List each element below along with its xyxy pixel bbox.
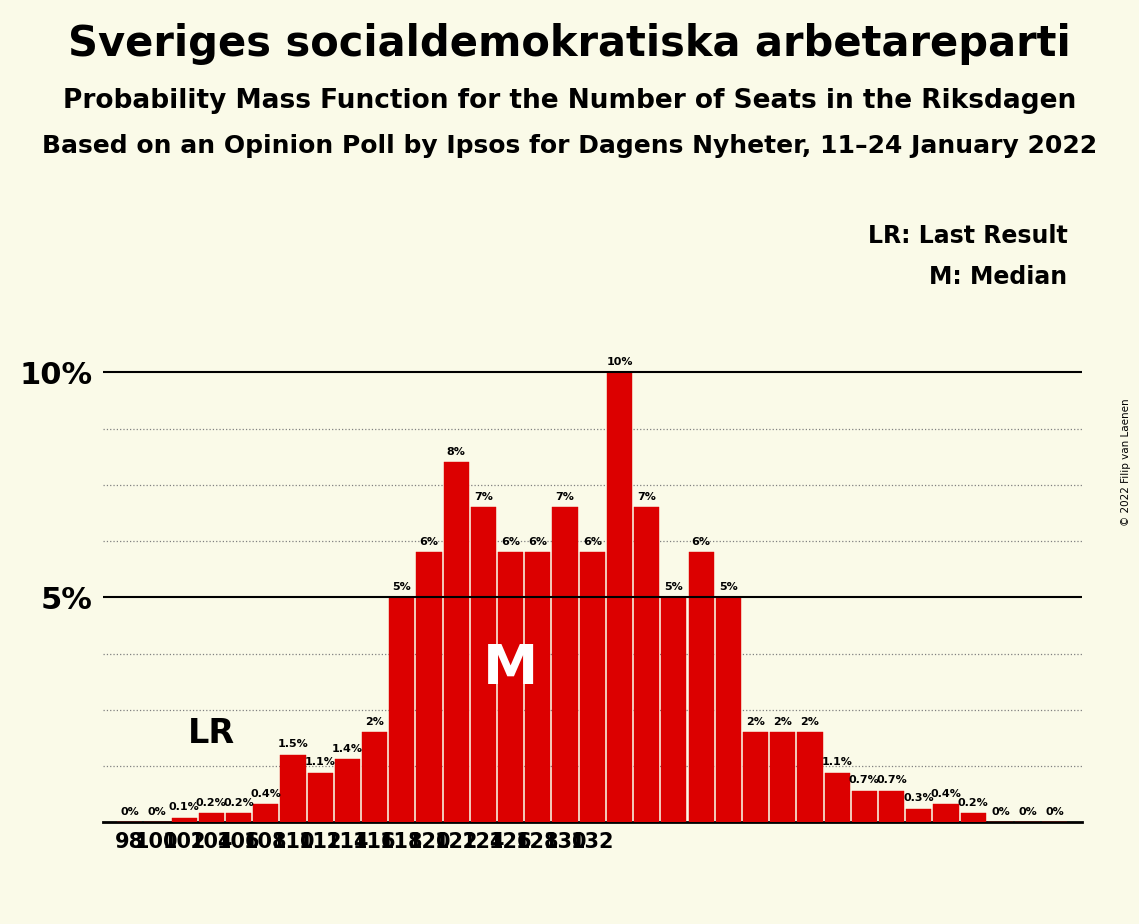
Text: 1.1%: 1.1%: [821, 758, 853, 768]
Text: 0.3%: 0.3%: [903, 794, 934, 804]
Text: M: M: [483, 642, 539, 697]
Text: 0.7%: 0.7%: [849, 775, 879, 785]
Text: 0%: 0%: [148, 807, 166, 817]
Text: 2%: 2%: [746, 717, 765, 727]
Text: 0.2%: 0.2%: [958, 798, 989, 808]
Text: 6%: 6%: [501, 537, 521, 547]
Text: 1.4%: 1.4%: [331, 744, 363, 754]
Text: 0%: 0%: [121, 807, 139, 817]
Bar: [525, 553, 550, 822]
Text: 0.4%: 0.4%: [251, 789, 281, 799]
Bar: [797, 733, 822, 822]
Text: 2%: 2%: [801, 717, 819, 727]
Bar: [634, 507, 659, 822]
Bar: [689, 553, 714, 822]
Bar: [879, 791, 904, 822]
Text: © 2022 Filip van Laenen: © 2022 Filip van Laenen: [1121, 398, 1131, 526]
Bar: [934, 805, 959, 822]
Bar: [580, 553, 605, 822]
Bar: [362, 733, 387, 822]
Text: Sveriges socialdemokratiska arbetareparti: Sveriges socialdemokratiska arbetarepart…: [68, 23, 1071, 65]
Bar: [253, 805, 278, 822]
Text: 5%: 5%: [664, 582, 683, 592]
Text: 8%: 8%: [446, 447, 466, 457]
Text: 0%: 0%: [1018, 807, 1036, 817]
Bar: [470, 507, 495, 822]
Text: 7%: 7%: [556, 492, 574, 502]
Bar: [743, 733, 768, 822]
Text: 6%: 6%: [419, 537, 439, 547]
Bar: [662, 598, 687, 822]
Bar: [308, 772, 333, 822]
Text: 1.5%: 1.5%: [278, 739, 309, 749]
Bar: [335, 760, 360, 822]
Bar: [770, 733, 795, 822]
Text: LR: Last Result: LR: Last Result: [868, 224, 1067, 248]
Text: 5%: 5%: [719, 582, 738, 592]
Bar: [390, 598, 415, 822]
Bar: [498, 553, 523, 822]
Text: 7%: 7%: [637, 492, 656, 502]
Bar: [825, 772, 850, 822]
Bar: [907, 808, 932, 822]
Bar: [852, 791, 877, 822]
Bar: [417, 553, 442, 822]
Text: 2%: 2%: [773, 717, 793, 727]
Text: 0.2%: 0.2%: [196, 798, 227, 808]
Text: 0.7%: 0.7%: [876, 775, 907, 785]
Text: Probability Mass Function for the Number of Seats in the Riksdagen: Probability Mass Function for the Number…: [63, 88, 1076, 114]
Bar: [280, 755, 305, 822]
Bar: [552, 507, 577, 822]
Text: 0%: 0%: [991, 807, 1010, 817]
Bar: [199, 813, 224, 822]
Text: 6%: 6%: [691, 537, 711, 547]
Text: 7%: 7%: [474, 492, 493, 502]
Text: 0.1%: 0.1%: [169, 802, 199, 812]
Text: 2%: 2%: [366, 717, 384, 727]
Text: 1.1%: 1.1%: [305, 758, 336, 768]
Text: 10%: 10%: [606, 357, 633, 367]
Bar: [960, 813, 985, 822]
Text: 5%: 5%: [393, 582, 411, 592]
Text: Based on an Opinion Poll by Ipsos for Dagens Nyheter, 11–24 January 2022: Based on an Opinion Poll by Ipsos for Da…: [42, 134, 1097, 158]
Text: 6%: 6%: [528, 537, 548, 547]
Text: 0.2%: 0.2%: [223, 798, 254, 808]
Text: 0%: 0%: [1046, 807, 1064, 817]
Text: M: Median: M: Median: [929, 265, 1067, 289]
Text: 0.4%: 0.4%: [931, 789, 961, 799]
Bar: [226, 813, 251, 822]
Bar: [172, 818, 197, 822]
Text: 6%: 6%: [583, 537, 601, 547]
Bar: [715, 598, 740, 822]
Text: LR: LR: [188, 717, 235, 750]
Bar: [607, 372, 632, 822]
Bar: [444, 462, 469, 822]
